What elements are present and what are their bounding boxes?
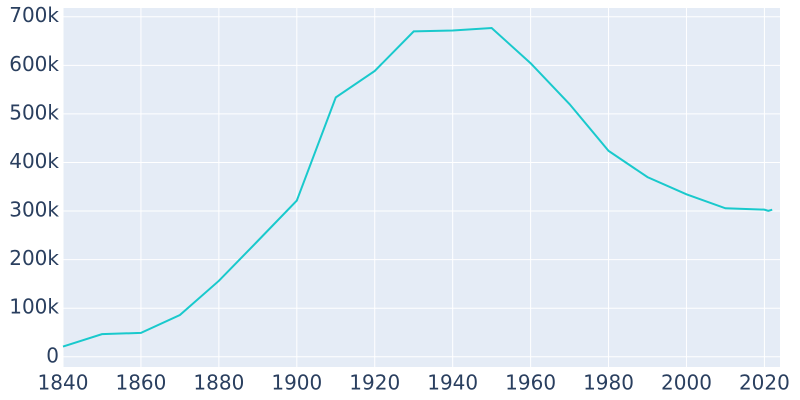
y-tick-label: 600k bbox=[9, 52, 59, 76]
y-tick-label: 0 bbox=[46, 343, 59, 367]
y-tick-label: 400k bbox=[9, 149, 59, 173]
x-tick-label: 1860 bbox=[115, 371, 166, 395]
y-tick-label: 700k bbox=[9, 3, 59, 27]
x-tick-label: 1960 bbox=[505, 371, 556, 395]
y-tick-label: 100k bbox=[9, 295, 59, 319]
y-tick-label: 200k bbox=[9, 246, 59, 270]
x-tick-label: 1940 bbox=[427, 371, 478, 395]
y-tick-label: 500k bbox=[9, 100, 59, 124]
x-tick-label: 1920 bbox=[349, 371, 400, 395]
x-tick-label: 2000 bbox=[661, 371, 712, 395]
y-tick-label: 300k bbox=[9, 198, 59, 222]
plot-area bbox=[63, 8, 780, 367]
x-tick-label: 1840 bbox=[38, 371, 89, 395]
x-tick-label: 1880 bbox=[193, 371, 244, 395]
x-tick-label: 2020 bbox=[739, 371, 790, 395]
x-tick-label: 1900 bbox=[271, 371, 322, 395]
x-tick-label: 1980 bbox=[583, 371, 634, 395]
line bbox=[62, 26, 773, 348]
